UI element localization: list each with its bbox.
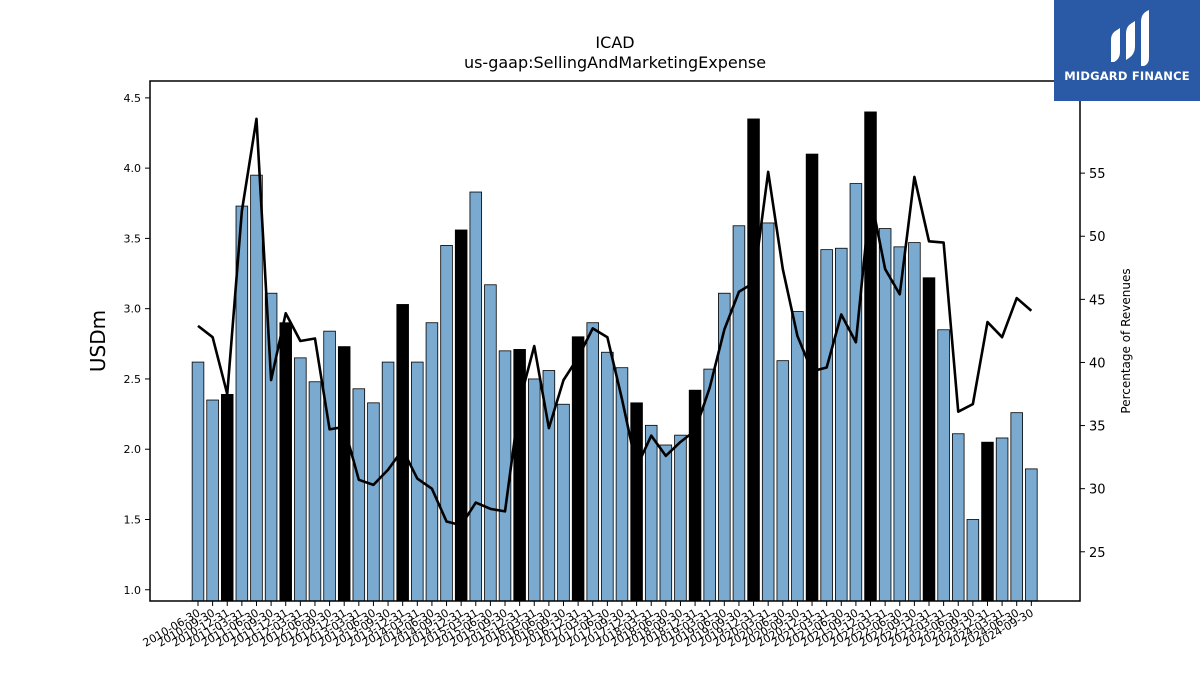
y-tick-label: 1.0 (124, 584, 142, 597)
bar (630, 402, 643, 602)
y2-tick-label: 55 (1089, 167, 1106, 182)
bar (557, 403, 570, 602)
bar (469, 191, 483, 602)
x-axis: 2010-06-302010-09-302010-12-312011-03-31… (141, 601, 1036, 650)
bar (995, 437, 1009, 602)
bar (820, 249, 833, 602)
y-tick-label: 3.5 (124, 232, 142, 245)
percentage-line (197, 117, 1033, 527)
bar (220, 394, 234, 602)
bars-layer (191, 111, 1038, 602)
bar (250, 174, 263, 602)
brand-logo: MIDGARD FINANCE (1054, 0, 1200, 101)
bar (381, 361, 395, 602)
bar (308, 381, 322, 602)
y2-tick-label: 50 (1089, 230, 1106, 245)
bar (484, 284, 497, 602)
chart-subtitle: us-gaap:SellingAndMarketingExpense (464, 53, 766, 72)
y2-axis: 25 30 35 40 45 50 55 (1080, 167, 1106, 561)
bar (425, 322, 439, 602)
bar (454, 229, 468, 602)
bar (1025, 468, 1038, 602)
bar (864, 111, 877, 602)
bar (206, 399, 219, 602)
bar (718, 292, 731, 602)
bar (601, 351, 614, 602)
bar (440, 245, 453, 602)
bar (1010, 412, 1023, 602)
y2-axis-label: Percentage of Revenues (1119, 268, 1133, 413)
bar (951, 433, 965, 602)
bar (922, 277, 936, 602)
bar (528, 378, 541, 602)
y-tick-label: 1.5 (124, 513, 142, 526)
bar (981, 441, 994, 602)
y2-tick-label: 25 (1089, 546, 1106, 561)
bar (586, 322, 599, 602)
y2-tick-label: 35 (1089, 420, 1106, 435)
y2-tick-label: 30 (1089, 483, 1106, 498)
bar (849, 183, 863, 602)
bar (674, 434, 687, 602)
bar (732, 225, 746, 602)
bar (937, 329, 950, 602)
bar (878, 228, 892, 602)
bar (264, 292, 278, 602)
bar (966, 519, 980, 602)
midgard-logo-icon (1111, 10, 1149, 66)
bar (835, 247, 848, 602)
y2-tick-label: 45 (1089, 293, 1106, 308)
bar (703, 368, 716, 602)
bar (791, 311, 804, 602)
bar (908, 242, 921, 602)
y-axis-label: USDm (86, 310, 110, 372)
bar (191, 361, 205, 602)
bar (893, 246, 907, 602)
bar (659, 444, 673, 602)
y-tick-label: 2.5 (124, 373, 142, 386)
bar (571, 336, 585, 602)
bar (352, 388, 366, 602)
y-axis: 1.0 1.5 2.0 2.5 3.0 3.5 4.0 4.5 (124, 92, 150, 597)
y-tick-label: 4.0 (124, 162, 142, 175)
bar (644, 424, 658, 602)
y-tick-label: 4.5 (124, 92, 142, 105)
brand-name: MIDGARD FINANCE (1064, 69, 1190, 83)
chart-title: ICAD (595, 33, 634, 52)
bar (396, 304, 409, 602)
bar (776, 360, 790, 602)
bar (294, 357, 307, 602)
bar (279, 322, 292, 602)
bar (337, 346, 351, 602)
bar (747, 118, 760, 602)
bar (367, 402, 380, 602)
bar (761, 222, 775, 602)
plot-frame (149, 80, 1081, 602)
y-tick-label: 3.0 (124, 303, 142, 316)
bar (805, 153, 819, 602)
y-tick-label: 2.0 (124, 443, 142, 456)
bar (323, 330, 336, 602)
line-layer (197, 117, 1033, 527)
y2-tick-label: 40 (1089, 356, 1106, 371)
